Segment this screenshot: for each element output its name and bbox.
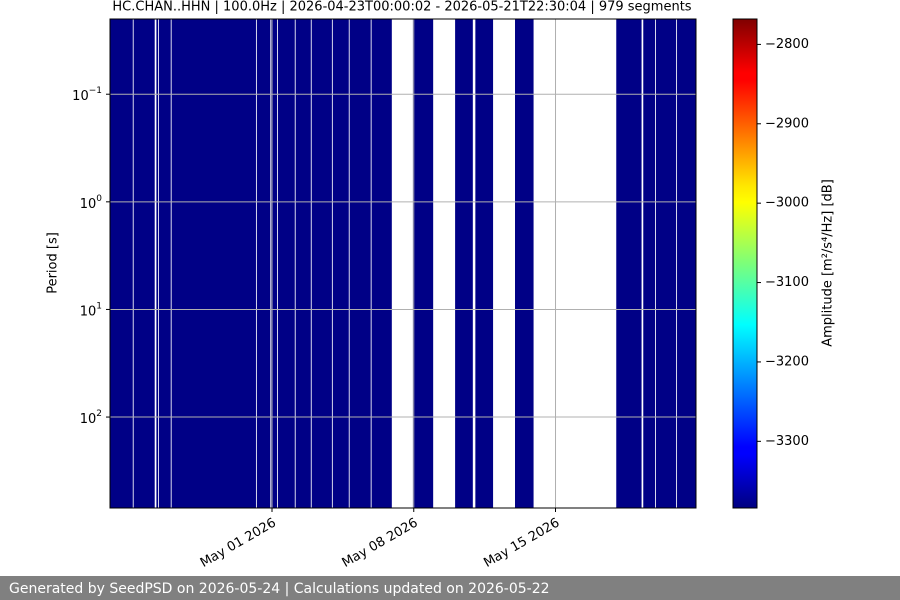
colorbar-tick-label: −3200 [765, 354, 809, 369]
colorbar-tick-label: −2800 [765, 37, 809, 52]
segment [109, 19, 133, 508]
segment [256, 19, 271, 508]
y-tick-base: 10 [80, 412, 97, 427]
y-tick-exponent: 1 [96, 301, 102, 311]
y-tick-exponent: −1 [89, 86, 102, 96]
segment [515, 19, 534, 508]
segment [412, 19, 434, 508]
x-tick-label: May 08 2026 [340, 516, 421, 571]
y-tick-base: 10 [80, 304, 97, 319]
segment [677, 19, 696, 508]
colorbar-tick-label: −3300 [765, 434, 809, 449]
colorbar-tick-label: −2900 [765, 116, 809, 131]
segment [271, 19, 278, 508]
y-tick-label: 101 [80, 301, 102, 319]
y-tick-base: 10 [80, 196, 97, 211]
colorbar [732, 18, 758, 509]
segment [643, 19, 656, 508]
segment [295, 19, 311, 508]
segment [616, 19, 642, 508]
y-tick-label: 102 [80, 409, 102, 427]
segment [655, 19, 677, 508]
colorbar-label: Amplitude [m²/s⁴/Hz] [dB] [821, 179, 836, 347]
y-tick-exponent: 2 [96, 409, 102, 419]
y-tick-exponent: 0 [96, 193, 102, 203]
y-tick-label: 100 [80, 193, 103, 211]
segment [277, 19, 295, 508]
x-tick-label: May 01 2026 [198, 516, 279, 571]
chart-title: HC.CHAN..HHN | 100.0Hz | 2026-04-23T00:0… [112, 0, 691, 15]
y-tick-base: 10 [72, 89, 89, 104]
segment [156, 19, 159, 508]
y-tick-label: 10−1 [72, 86, 102, 104]
colorbar-tick-label: −3000 [765, 196, 809, 211]
segment [158, 19, 171, 508]
segment [455, 19, 473, 508]
segment [349, 19, 371, 508]
segment [371, 19, 392, 508]
segment [133, 19, 155, 508]
y-axis-label: Period [s] [46, 232, 61, 294]
segment [332, 19, 349, 508]
segment [475, 19, 494, 508]
colorbar-tick-label: −3100 [765, 275, 809, 290]
x-tick-label: May 15 2026 [481, 516, 562, 571]
plot-frame [109, 18, 697, 509]
footer-bar [0, 576, 900, 600]
segment [171, 19, 256, 508]
footer: Generated by SeedPSD on 2026-05-24 | Cal… [9, 581, 550, 597]
segment [311, 19, 332, 508]
